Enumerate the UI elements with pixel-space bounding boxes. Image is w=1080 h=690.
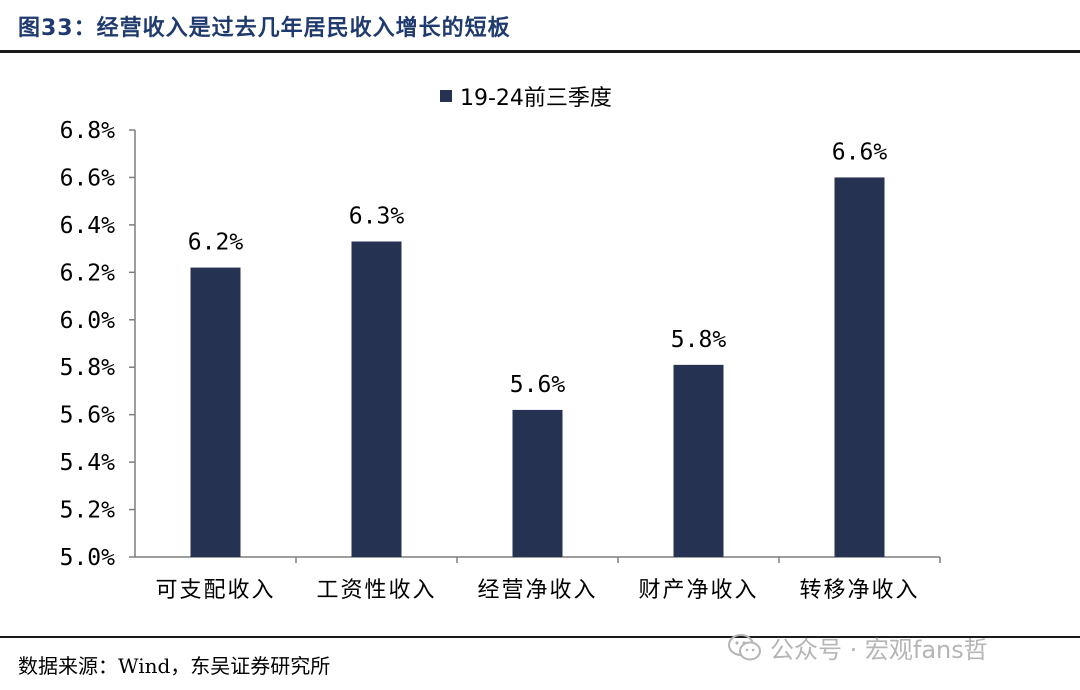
bar-data-label: 6.6% <box>832 139 888 165</box>
y-tick-label: 6.2% <box>60 260 116 286</box>
bar-data-label: 5.6% <box>510 372 566 398</box>
y-tick-label: 6.6% <box>60 165 116 191</box>
x-category-label: 转移净收入 <box>799 578 919 603</box>
y-tick-label: 5.4% <box>60 450 116 476</box>
figure-title: 图33：经营收入是过去几年居民收入增长的短板 <box>18 16 511 41</box>
bar <box>190 267 241 557</box>
x-category-label: 财产净收入 <box>638 578 758 603</box>
wechat-icon <box>728 633 761 660</box>
x-category-label: 工资性收入 <box>316 578 436 603</box>
source-note: 数据来源：Wind，东吴证券研究所 <box>18 654 331 678</box>
bar-data-label: 6.2% <box>188 230 244 256</box>
legend-swatch <box>440 90 452 102</box>
y-tick-label: 5.0% <box>60 545 116 571</box>
y-tick-label: 5.6% <box>60 403 116 429</box>
bar <box>673 364 724 557</box>
legend-label: 19-24前三季度 <box>460 86 612 111</box>
bar-data-label: 6.3% <box>349 203 405 229</box>
top-rule <box>0 50 1080 53</box>
bar <box>351 241 402 557</box>
legend: 19-24前三季度 <box>440 80 612 112</box>
y-tick-label: 5.8% <box>60 355 116 381</box>
x-category-label: 可支配收入 <box>155 578 275 603</box>
watermark-text: 公众号 · 宏观fans哲 <box>770 636 988 664</box>
y-tick-label: 6.4% <box>60 213 116 239</box>
bar-chart: 5.0% 5.2% 5.4% 5.6% 5.8% 6.0% 6.2% 6.4% 6.6% 6.8%… <box>60 118 941 603</box>
watermark: 公众号 · 宏观fans哲 <box>728 630 988 665</box>
y-tick-label: 6.0% <box>60 308 116 334</box>
x-category-label: 经营净收入 <box>477 578 597 603</box>
bottom-rule <box>0 636 1080 638</box>
bar-data-label: 5.8% <box>671 327 727 353</box>
y-tick-label: 5.2% <box>60 498 116 524</box>
bar <box>512 409 563 557</box>
bar <box>834 177 885 557</box>
y-tick-label: 6.8% <box>60 118 116 144</box>
